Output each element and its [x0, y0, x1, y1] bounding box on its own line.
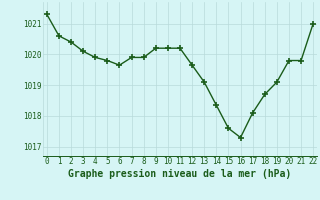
- X-axis label: Graphe pression niveau de la mer (hPa): Graphe pression niveau de la mer (hPa): [68, 169, 292, 179]
